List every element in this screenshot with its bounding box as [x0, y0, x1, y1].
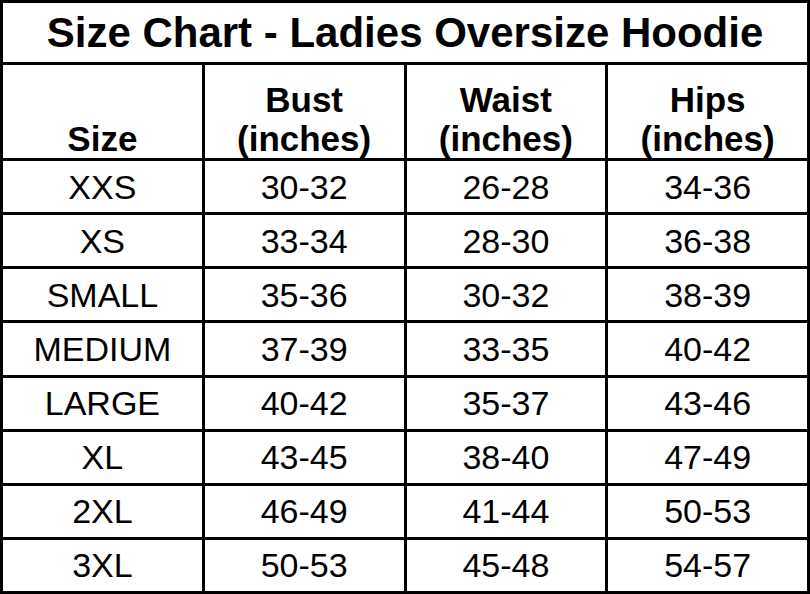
waist-cell: 41-44 [405, 484, 607, 538]
column-header-size: Size [2, 64, 204, 160]
column-header-bust: Bust (inches) [203, 64, 405, 160]
table-row: XL 43-45 38-40 47-49 [2, 430, 809, 484]
waist-cell: 30-32 [405, 268, 607, 322]
bust-cell: 43-45 [203, 430, 405, 484]
size-cell: XL [2, 430, 204, 484]
hips-cell: 50-53 [607, 484, 809, 538]
size-cell: XXS [2, 160, 204, 214]
bust-cell: 37-39 [203, 322, 405, 376]
hips-cell: 40-42 [607, 322, 809, 376]
hips-cell: 47-49 [607, 430, 809, 484]
table-row: 3XL 50-53 45-48 54-57 [2, 538, 809, 592]
bust-cell: 33-34 [203, 214, 405, 268]
bust-cell: 30-32 [203, 160, 405, 214]
waist-cell: 33-35 [405, 322, 607, 376]
hips-cell: 43-46 [607, 376, 809, 430]
table-row: LARGE 40-42 35-37 43-46 [2, 376, 809, 430]
hips-cell: 34-36 [607, 160, 809, 214]
column-header-waist: Waist (inches) [405, 64, 607, 160]
title-row: Size Chart - Ladies Oversize Hoodie [2, 2, 809, 64]
size-chart-table: Size Chart - Ladies Oversize Hoodie Size… [0, 0, 810, 594]
bust-cell: 50-53 [203, 538, 405, 592]
header-row: Size Bust (inches) Waist (inches) Hips (… [2, 64, 809, 160]
column-header-hips: Hips (inches) [607, 64, 809, 160]
size-cell: 3XL [2, 538, 204, 592]
hips-cell: 36-38 [607, 214, 809, 268]
table-row: SMALL 35-36 30-32 38-39 [2, 268, 809, 322]
waist-cell: 35-37 [405, 376, 607, 430]
size-cell: LARGE [2, 376, 204, 430]
waist-cell: 26-28 [405, 160, 607, 214]
bust-cell: 46-49 [203, 484, 405, 538]
table-row: XXS 30-32 26-28 34-36 [2, 160, 809, 214]
hips-cell: 54-57 [607, 538, 809, 592]
table-row: 2XL 46-49 41-44 50-53 [2, 484, 809, 538]
bust-cell: 35-36 [203, 268, 405, 322]
chart-title: Size Chart - Ladies Oversize Hoodie [2, 2, 809, 64]
waist-cell: 38-40 [405, 430, 607, 484]
bust-cell: 40-42 [203, 376, 405, 430]
table-row: MEDIUM 37-39 33-35 40-42 [2, 322, 809, 376]
waist-cell: 28-30 [405, 214, 607, 268]
size-cell: MEDIUM [2, 322, 204, 376]
size-cell: 2XL [2, 484, 204, 538]
table-row: XS 33-34 28-30 36-38 [2, 214, 809, 268]
waist-cell: 45-48 [405, 538, 607, 592]
hips-cell: 38-39 [607, 268, 809, 322]
size-cell: SMALL [2, 268, 204, 322]
size-cell: XS [2, 214, 204, 268]
